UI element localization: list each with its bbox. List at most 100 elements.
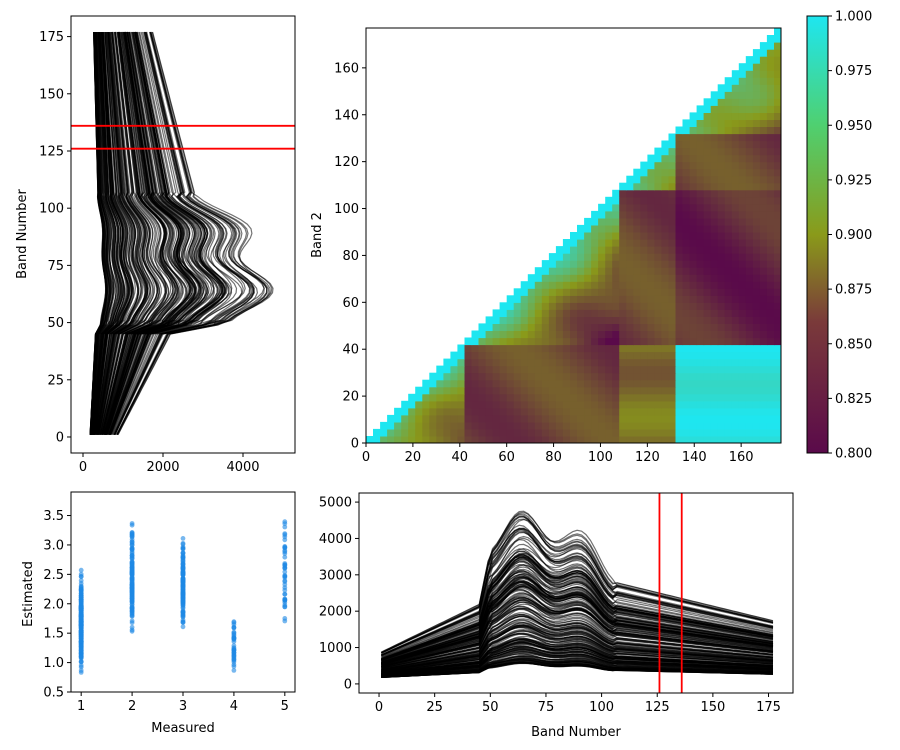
scatter-point: [282, 554, 288, 560]
heatmap-cell: [752, 337, 761, 346]
heatmap-cell: [626, 203, 634, 212]
heatmap-cell: [668, 196, 677, 205]
heatmap-cell: [696, 140, 705, 149]
spectrum-line: [381, 543, 774, 659]
heatmap-cell: [633, 436, 641, 443]
heatmap-cell: [429, 428, 437, 437]
heatmap-cell: [752, 196, 761, 205]
heatmap-cell: [640, 274, 648, 282]
heatmap-cell: [443, 393, 451, 402]
heatmap-cell: [703, 246, 712, 254]
heatmap-cell: [731, 239, 740, 247]
heatmap-cell: [696, 295, 705, 303]
heatmap-cell: [752, 260, 761, 268]
scatter-axes: 1 2 3 4 50.51.01.52.02.53.03.5: [43, 509, 289, 714]
heatmap-cell: [703, 119, 712, 127]
heatmap-cell: [752, 126, 761, 135]
heatmap-cell: [506, 407, 515, 416]
heatmap-cell: [492, 379, 501, 388]
x-tick-label: 2: [128, 699, 136, 714]
scatter-point: [180, 565, 186, 571]
heatmap-cell: [689, 337, 698, 346]
heatmap-cell: [584, 436, 592, 443]
heatmap-cell: [605, 302, 613, 310]
heatmap-cell: [682, 260, 691, 268]
heatmap-cell: [717, 309, 726, 317]
heatmap-cell: [612, 436, 620, 443]
heatmap-cell: [387, 436, 395, 443]
heatmap-cell: [633, 302, 641, 310]
heatmap-cell: [380, 421, 388, 430]
heatmap-cell: [499, 358, 508, 367]
heatmap-cell: [738, 154, 747, 163]
heatmap-cell: [738, 436, 747, 443]
heatmap-cell: [619, 267, 627, 275]
heatmap-cell: [640, 372, 648, 381]
heatmap-cell: [752, 372, 761, 381]
heatmap-cell: [570, 414, 578, 423]
heatmap-cell: [745, 323, 754, 331]
heatmap-cell: [598, 288, 606, 296]
heatmap-cell: [478, 379, 487, 388]
heatmap-cell: [654, 274, 662, 282]
heatmap-cell: [584, 288, 592, 296]
heatmap-cell: [555, 323, 564, 331]
heatmap-cell: [647, 295, 655, 303]
heatmap-cell: [661, 386, 669, 395]
heatmap-cell: [703, 140, 712, 149]
heatmap-cell: [555, 393, 564, 402]
heatmap-cell: [591, 295, 599, 303]
heatmap-cell: [591, 253, 599, 261]
y-tick-label: 60: [342, 296, 359, 311]
heatmap-cell: [471, 337, 480, 346]
heatmap-cell: [668, 260, 677, 268]
heatmap-cell: [682, 358, 691, 367]
heatmap-cell: [759, 154, 768, 163]
heatmap-cell: [647, 414, 655, 423]
heatmap-cell: [661, 309, 669, 317]
heatmap-cell: [738, 161, 747, 170]
x-tick-label: 140: [682, 450, 707, 465]
heatmap-cell: [717, 393, 726, 402]
heatmap-cell: [570, 436, 578, 443]
heatmap-cell: [562, 414, 571, 423]
heatmap-cell: [703, 98, 712, 106]
heatmap-cell: [774, 49, 781, 57]
heatmap-cell: [492, 330, 501, 339]
heatmap-cell: [654, 239, 662, 247]
heatmap-cell: [766, 309, 775, 317]
heatmap-cell: [626, 337, 634, 346]
heatmap-cell: [668, 147, 677, 156]
heatmap-cell: [654, 309, 662, 317]
heatmap-cell: [752, 189, 761, 198]
heatmap-cell: [759, 386, 768, 395]
heatmap-cell: [738, 253, 747, 261]
y-tick-label: 125: [39, 144, 64, 159]
heatmap-cell: [485, 330, 494, 339]
scatter-point: [282, 531, 288, 536]
heatmap-cell: [703, 232, 712, 240]
heatmap-cell: [752, 344, 761, 353]
heatmap-cell: [584, 302, 592, 310]
heatmap-cell: [541, 260, 550, 268]
heatmap-cell: [373, 436, 381, 443]
heatmap-cell: [562, 407, 571, 416]
heatmap-cell: [584, 246, 592, 254]
heatmap-cell: [752, 281, 761, 289]
heatmap-cell: [752, 400, 761, 409]
heatmap-cell: [457, 414, 465, 423]
heatmap-cell: [774, 126, 781, 135]
heatmap-cell: [485, 365, 494, 374]
heatmap-cell: [619, 414, 627, 423]
heatmap-cell: [584, 358, 592, 367]
heatmap-cell: [682, 126, 691, 135]
heatmap-cell: [675, 428, 684, 437]
heatmap-cell: [570, 260, 578, 268]
heatmap-cell: [577, 428, 585, 437]
heatmap-cell: [591, 393, 599, 402]
heatmap-cell: [626, 414, 634, 423]
heatmap-cell: [598, 414, 606, 423]
heatmap-cell: [570, 421, 578, 430]
heatmap-cell: [731, 70, 740, 78]
